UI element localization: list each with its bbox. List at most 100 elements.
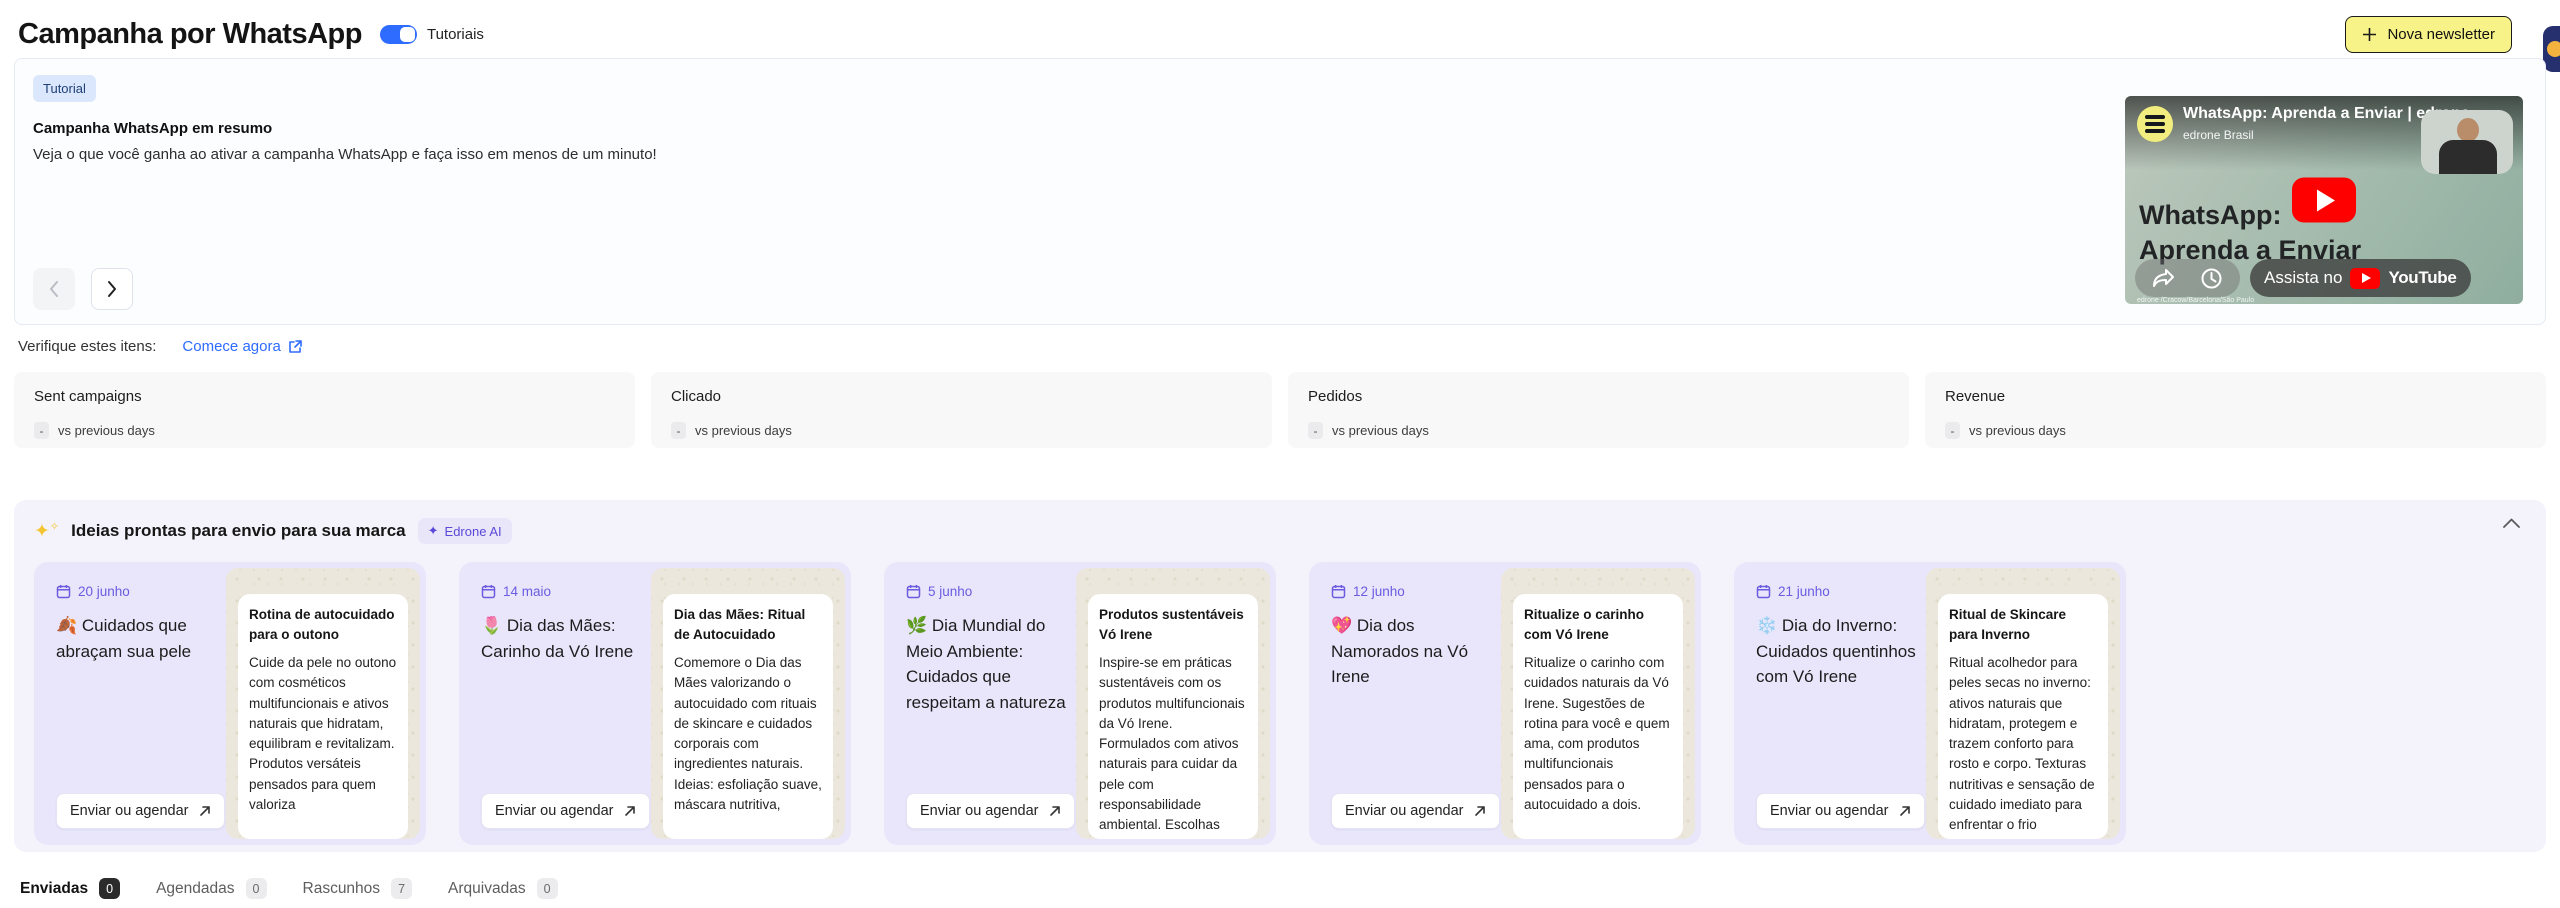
ideas-section: ✦✧ Ideias prontas para envio para sua ma… xyxy=(14,500,2546,852)
send-or-schedule-button[interactable]: Enviar ou agendar xyxy=(56,793,225,829)
calendar-icon xyxy=(481,584,496,599)
video-overlay-text: WhatsApp: Aprenda a Enviar xyxy=(2139,199,2362,265)
send-or-schedule-button[interactable]: Enviar ou agendar xyxy=(906,793,1075,829)
toggle-knob xyxy=(399,26,415,42)
start-now-link[interactable]: Comece agora xyxy=(182,338,302,355)
tab-scheduled[interactable]: Agendadas 0 xyxy=(156,878,267,899)
new-newsletter-label: Nova newsletter xyxy=(2387,25,2495,43)
idea-date-label: 12 junho xyxy=(1353,584,1405,599)
ai-badge-label: Edrone AI xyxy=(444,523,502,539)
idea-title: 🍂 Cuidados que abraçam sua pele xyxy=(56,616,192,661)
whatsapp-message-preview: Dia das Mães: Ritual de Autocuidado Come… xyxy=(651,568,845,839)
tutorial-badge: Tutorial xyxy=(33,75,96,102)
stat-label: Pedidos xyxy=(1308,388,1363,405)
youtube-play-button[interactable] xyxy=(2292,177,2356,223)
send-or-schedule-button[interactable]: Enviar ou agendar xyxy=(481,793,650,829)
whatsapp-bubble: Ritualize o carinho com Vó Irene Rituali… xyxy=(1513,594,1683,839)
calendar-icon xyxy=(56,584,71,599)
idea-date: 14 maio xyxy=(481,584,645,599)
start-now-label: Comece agora xyxy=(182,338,281,355)
tab-drafts[interactable]: Rascunhos 7 xyxy=(303,878,413,899)
stat-note: vs previous days xyxy=(1332,423,1429,438)
tutorial-video-thumbnail[interactable]: WhatsApp: Aprenda a Enviar | edrone edro… xyxy=(2125,96,2523,304)
tab-label: Agendadas xyxy=(156,879,235,897)
send-or-schedule-label: Enviar ou agendar xyxy=(495,803,614,819)
arrow-up-right-icon xyxy=(624,805,636,817)
edrone-ai-badge: ✦ Edrone AI xyxy=(417,518,512,544)
idea-date-label: 21 junho xyxy=(1778,584,1830,599)
ideas-header: ✦✧ Ideias prontas para envio para sua ma… xyxy=(34,516,2526,546)
tab-count-badge: 0 xyxy=(536,878,558,899)
idea-date: 12 junho xyxy=(1331,584,1495,599)
stat-delta-badge: - xyxy=(1945,422,1960,439)
carousel-next-button[interactable] xyxy=(91,268,133,310)
idea-date-label: 5 junho xyxy=(928,584,973,599)
whatsapp-message-preview: Ritual de Skincare para Inverno Ritual a… xyxy=(1926,568,2120,839)
idea-card-winter: 21 junho ❄️ Dia do Inverno: Cuidados que… xyxy=(1734,562,2126,845)
whatsapp-bubble: Dia das Mães: Ritual de Autocuidado Come… xyxy=(663,594,833,839)
page-header: Campanha por WhatsApp Tutoriais Nova new… xyxy=(0,0,2560,56)
idea-title: 🌿 Dia Mundial do Meio Ambiente: Cuidados… xyxy=(906,616,1066,712)
newsletter-tabs: Enviadas 0 Agendadas 0 Rascunhos 7 Arqui… xyxy=(20,878,2560,899)
presenter-photo xyxy=(2421,110,2513,174)
watch-on-youtube-button[interactable]: Assista no YouTube xyxy=(2250,259,2471,297)
video-action-pill xyxy=(2135,259,2240,297)
new-newsletter-button[interactable]: Nova newsletter xyxy=(2345,15,2512,53)
idea-title: 🌷 Dia das Mães: Carinho da Vó Irene xyxy=(481,616,634,661)
video-title: WhatsApp: Aprenda a Enviar | edrone xyxy=(2183,105,2470,122)
whatsapp-bubble: Produtos sustentáveis Vó Irene Inspire-s… xyxy=(1088,594,1258,839)
send-or-schedule-label: Enviar ou agendar xyxy=(1770,803,1889,819)
stat-label: Clicado xyxy=(671,388,722,405)
message-body: Cuide da pele no outono com cosméticos m… xyxy=(249,655,397,812)
tab-count-badge: 0 xyxy=(99,878,121,899)
watch-later-icon[interactable] xyxy=(2201,268,2222,289)
send-or-schedule-button[interactable]: Enviar ou agendar xyxy=(1331,793,1500,829)
share-icon[interactable] xyxy=(2153,268,2175,288)
tab-label: Enviadas xyxy=(20,879,89,897)
tutorials-toggle[interactable] xyxy=(379,24,417,44)
arrow-up-right-icon xyxy=(199,805,211,817)
stat-card-sent-campaigns: Sent campaigns - vs previous days xyxy=(14,372,635,448)
idea-title: ❄️ Dia do Inverno: Cuidados quentinhos c… xyxy=(1756,616,1916,686)
idea-card-valentines: 12 junho 💖 Dia dos Namorados na Vó Irene… xyxy=(1309,562,1701,845)
stats-row: Sent campaigns - vs previous days Clicado… xyxy=(14,372,2546,448)
whatsapp-bubble: Ritual de Skincare para Inverno Ritual a… xyxy=(1938,594,2108,839)
message-body: Ritual acolhedor para peles secas no inv… xyxy=(1949,655,2095,833)
chat-widget-edge[interactable] xyxy=(2543,26,2560,72)
carousel-prev-button[interactable] xyxy=(33,268,75,310)
tab-archived[interactable]: Arquivadas 0 xyxy=(448,878,558,899)
video-channel-name: edrone Brasil xyxy=(2183,128,2254,142)
stat-card-clicked: Clicado - vs previous days xyxy=(651,372,1272,448)
calendar-icon xyxy=(906,584,921,599)
stat-note: vs previous days xyxy=(1969,423,2066,438)
idea-date: 5 junho xyxy=(906,584,1070,599)
video-caption: edrone /Cracow/Barcelona/São Paulo xyxy=(2137,297,2255,304)
tab-label: Rascunhos xyxy=(302,879,381,897)
collapse-section-button[interactable] xyxy=(2503,518,2520,528)
tab-label: Arquivadas xyxy=(448,879,526,897)
ideas-title: Ideias prontas para envio para sua marca xyxy=(71,521,406,540)
tutorial-card: Tutorial Campanha WhatsApp em resumo Vej… xyxy=(14,58,2546,325)
idea-date: 20 junho xyxy=(56,584,220,599)
send-or-schedule-label: Enviar ou agendar xyxy=(920,803,1039,819)
verify-label: Verifique estes itens: xyxy=(18,338,157,355)
tab-count-badge: 7 xyxy=(391,878,413,899)
video-controls: Assista no YouTube xyxy=(2135,259,2513,297)
stat-note: vs previous days xyxy=(695,423,792,438)
arrow-up-right-icon xyxy=(1049,805,1061,817)
tutorials-toggle-label: Tutoriais xyxy=(426,25,484,43)
message-title: Ritual de Skincare para Inverno xyxy=(1949,607,2067,642)
message-body: Ritualize o carinho com cuidados naturai… xyxy=(1524,655,1670,812)
page-title: Campanha por WhatsApp xyxy=(18,17,362,50)
arrow-up-right-icon xyxy=(1474,805,1486,817)
whatsapp-message-preview: Ritualize o carinho com Vó Irene Rituali… xyxy=(1501,568,1695,839)
message-title: Produtos sustentáveis Vó Irene xyxy=(1099,607,1244,642)
tab-sent[interactable]: Enviadas 0 xyxy=(20,878,121,899)
send-or-schedule-button[interactable]: Enviar ou agendar xyxy=(1756,793,1925,829)
calendar-icon xyxy=(1331,584,1346,599)
whatsapp-message-preview: Produtos sustentáveis Vó Irene Inspire-s… xyxy=(1076,568,1270,839)
ai-sparkle-icon: ✦ xyxy=(427,523,439,538)
tutorial-heading: Campanha WhatsApp em resumo xyxy=(33,120,273,137)
idea-date-label: 20 junho xyxy=(78,584,130,599)
